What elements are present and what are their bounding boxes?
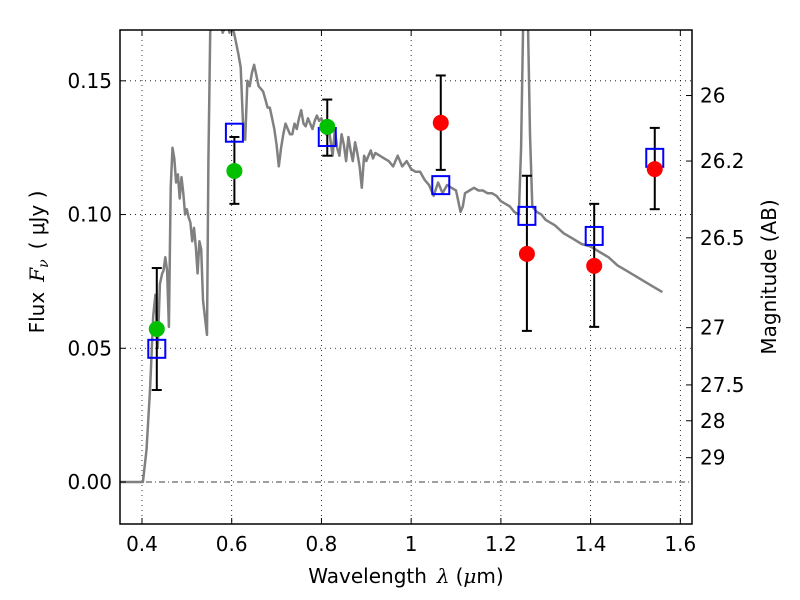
axes-frame	[119, 29, 693, 525]
x-axis-ticks: 0.4 0.6 0.8 1 1.2 1.4 1.6	[126, 30, 696, 556]
model-spectrum	[120, 30, 664, 484]
y-tick-label: 0.05	[67, 336, 112, 360]
observed-flux-point	[226, 162, 243, 179]
y2-tick-label: 29	[700, 446, 725, 470]
observed-flux-point	[518, 245, 535, 262]
model-photometry-square	[517, 205, 537, 226]
y2-tick-label: 28	[700, 409, 725, 433]
x-tick-label: 1	[405, 532, 418, 556]
y2-tick-label: 26.2	[700, 149, 745, 173]
model-photometry-square	[584, 225, 604, 246]
observed-flux-point	[646, 161, 663, 178]
spectrum-line	[120, 30, 664, 484]
y-tick-label: 0.15	[67, 69, 112, 93]
model-photometry-square	[224, 122, 244, 143]
model-photometry-square	[431, 175, 451, 196]
model-photometry-square	[147, 338, 167, 359]
x-tick-label: 1.4	[575, 532, 607, 556]
x-axis-label: Wavelength λ (μm)	[308, 564, 503, 588]
y-tick-label: 0.00	[67, 470, 112, 494]
plot-frame	[119, 29, 693, 525]
y2-axis-label: Magnitude (AB)	[757, 199, 781, 354]
y2-tick-label: 27	[700, 316, 725, 340]
x-tick-label: 0.6	[216, 532, 248, 556]
x-tick-label: 0.8	[306, 532, 338, 556]
x-tick-label: 0.4	[126, 532, 158, 556]
y2-axis-ticks: 26 26.2 26.5 27 27.5 28 29	[686, 84, 745, 470]
y-tick-label: 0.10	[67, 203, 112, 227]
x-tick-label: 1.6	[664, 532, 696, 556]
observed-flux-point	[319, 118, 336, 135]
plot-background	[120, 30, 692, 524]
plot-area	[120, 30, 692, 524]
x-tick-label: 1.2	[485, 532, 517, 556]
observed-flux-point	[432, 114, 449, 131]
observed-flux-point	[586, 257, 603, 274]
y-axis-label: FluxFν( μJy )	[25, 191, 52, 334]
y2-tick-label: 26.5	[700, 226, 745, 250]
y-axis-ticks: 0.00 0.05 0.10 0.15	[67, 69, 126, 494]
observed-flux-point	[148, 321, 165, 338]
y2-tick-label: 27.5	[700, 373, 745, 397]
grid-lines	[120, 30, 692, 524]
y2-tick-label: 26	[700, 84, 725, 108]
data-markers	[147, 114, 665, 359]
